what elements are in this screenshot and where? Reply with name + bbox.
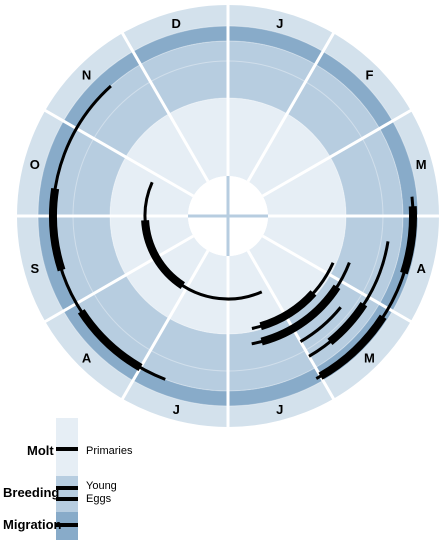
legend-mark-eggs bbox=[56, 497, 78, 501]
ring-separator bbox=[72, 60, 384, 372]
month-divider bbox=[261, 234, 413, 324]
month-label: M bbox=[416, 157, 427, 172]
ring-outer-segment bbox=[18, 111, 64, 216]
month-divider bbox=[120, 31, 210, 183]
month-label: D bbox=[172, 16, 181, 31]
month-label: A bbox=[416, 261, 426, 276]
legend-mark-molt bbox=[56, 447, 78, 451]
ring-outer-segment bbox=[392, 216, 438, 321]
month-label: A bbox=[82, 350, 92, 365]
ring-separator bbox=[109, 97, 347, 335]
legend-mark-young bbox=[56, 486, 78, 490]
ring-breeding-segment bbox=[76, 275, 169, 368]
track-molt-primaries-active bbox=[141, 220, 186, 289]
month-divider bbox=[246, 249, 336, 401]
ring-breeding-segment bbox=[53, 216, 126, 304]
month-label: M bbox=[364, 350, 375, 365]
track-migration-autumn-active bbox=[77, 309, 143, 372]
month-label: O bbox=[30, 157, 40, 172]
ring-outer-segment bbox=[323, 34, 410, 121]
ring-migration-segment bbox=[228, 26, 323, 65]
month-label: J bbox=[276, 402, 283, 417]
ring-inner-segment bbox=[248, 113, 331, 196]
month-label: J bbox=[276, 16, 283, 31]
ring-inner-segment bbox=[169, 98, 228, 182]
month-divider bbox=[43, 108, 195, 198]
ring-breeding-segment bbox=[140, 41, 228, 114]
ring-migration-segment bbox=[379, 121, 418, 216]
track-breeding-young-active bbox=[260, 284, 341, 346]
ring-outer-segment bbox=[18, 216, 64, 321]
ring-breeding-segment bbox=[140, 318, 228, 391]
ring-outer-segment bbox=[228, 380, 333, 426]
legend-mark-migration bbox=[56, 523, 78, 527]
ring-inner-segment bbox=[262, 157, 346, 216]
ring-breeding-segment bbox=[228, 41, 316, 114]
legend-item-eggs: Eggs bbox=[86, 493, 112, 505]
ring-inner-segment bbox=[125, 113, 208, 196]
month-divider bbox=[120, 249, 210, 401]
legend-item-young: Young bbox=[86, 480, 117, 492]
month-label: N bbox=[82, 68, 91, 83]
ring-inner-segment bbox=[262, 216, 346, 275]
track-migration-spring-active bbox=[318, 314, 387, 380]
ring-outer-segment bbox=[46, 311, 133, 398]
legend-swatch-breeding bbox=[56, 476, 78, 512]
ring-breeding-segment bbox=[330, 216, 403, 304]
legend-item-primaries: Primaries bbox=[86, 445, 133, 457]
track-migration-autumn-active bbox=[49, 187, 66, 272]
ring-outer-segment bbox=[392, 111, 438, 216]
ring-migration-segment bbox=[315, 303, 393, 381]
ring-breeding-segment bbox=[76, 64, 169, 157]
ring-outer-segment bbox=[123, 380, 228, 426]
ring-outer-segment bbox=[323, 311, 410, 398]
ring-migration-segment bbox=[63, 51, 141, 129]
ring-migration-segment bbox=[133, 26, 228, 65]
month-divider bbox=[246, 31, 336, 183]
month-divider bbox=[261, 108, 413, 198]
ring-outer-segment bbox=[228, 6, 333, 52]
ring-breeding-segment bbox=[228, 318, 316, 391]
legend-label-migration: Migration bbox=[3, 517, 62, 532]
track-breeding-eggs-active bbox=[259, 290, 317, 331]
month-labels: J F M A M J J A S O N D bbox=[30, 16, 427, 417]
ring-migration-segment bbox=[228, 367, 323, 406]
track-breeding-extra bbox=[299, 306, 342, 343]
month-divider bbox=[43, 234, 195, 324]
ring-outer-segment bbox=[46, 34, 133, 121]
ring-separator bbox=[37, 25, 419, 407]
month-label: S bbox=[30, 261, 39, 276]
month-label: F bbox=[365, 68, 373, 83]
legend: Molt Primaries Breeding Young Eggs Migra… bbox=[3, 418, 133, 540]
ring-migration-segment bbox=[315, 51, 393, 129]
ring-breeding-segment bbox=[330, 128, 403, 216]
center-hub bbox=[188, 176, 268, 256]
activity-tracks bbox=[49, 84, 417, 381]
ring-breeding-segment bbox=[287, 275, 380, 368]
ring-breeding-segment bbox=[287, 64, 380, 157]
ring-outer-segment bbox=[123, 6, 228, 52]
ring-breeding-segment bbox=[53, 128, 126, 216]
track-migration-spring-active bbox=[400, 206, 417, 275]
legend-label-breeding: Breeding bbox=[3, 485, 59, 500]
track-migration-spring-inner-active bbox=[327, 301, 368, 346]
legend-label-molt: Molt bbox=[27, 443, 54, 458]
ring-inner-segment bbox=[228, 98, 287, 182]
month-label: J bbox=[173, 402, 180, 417]
